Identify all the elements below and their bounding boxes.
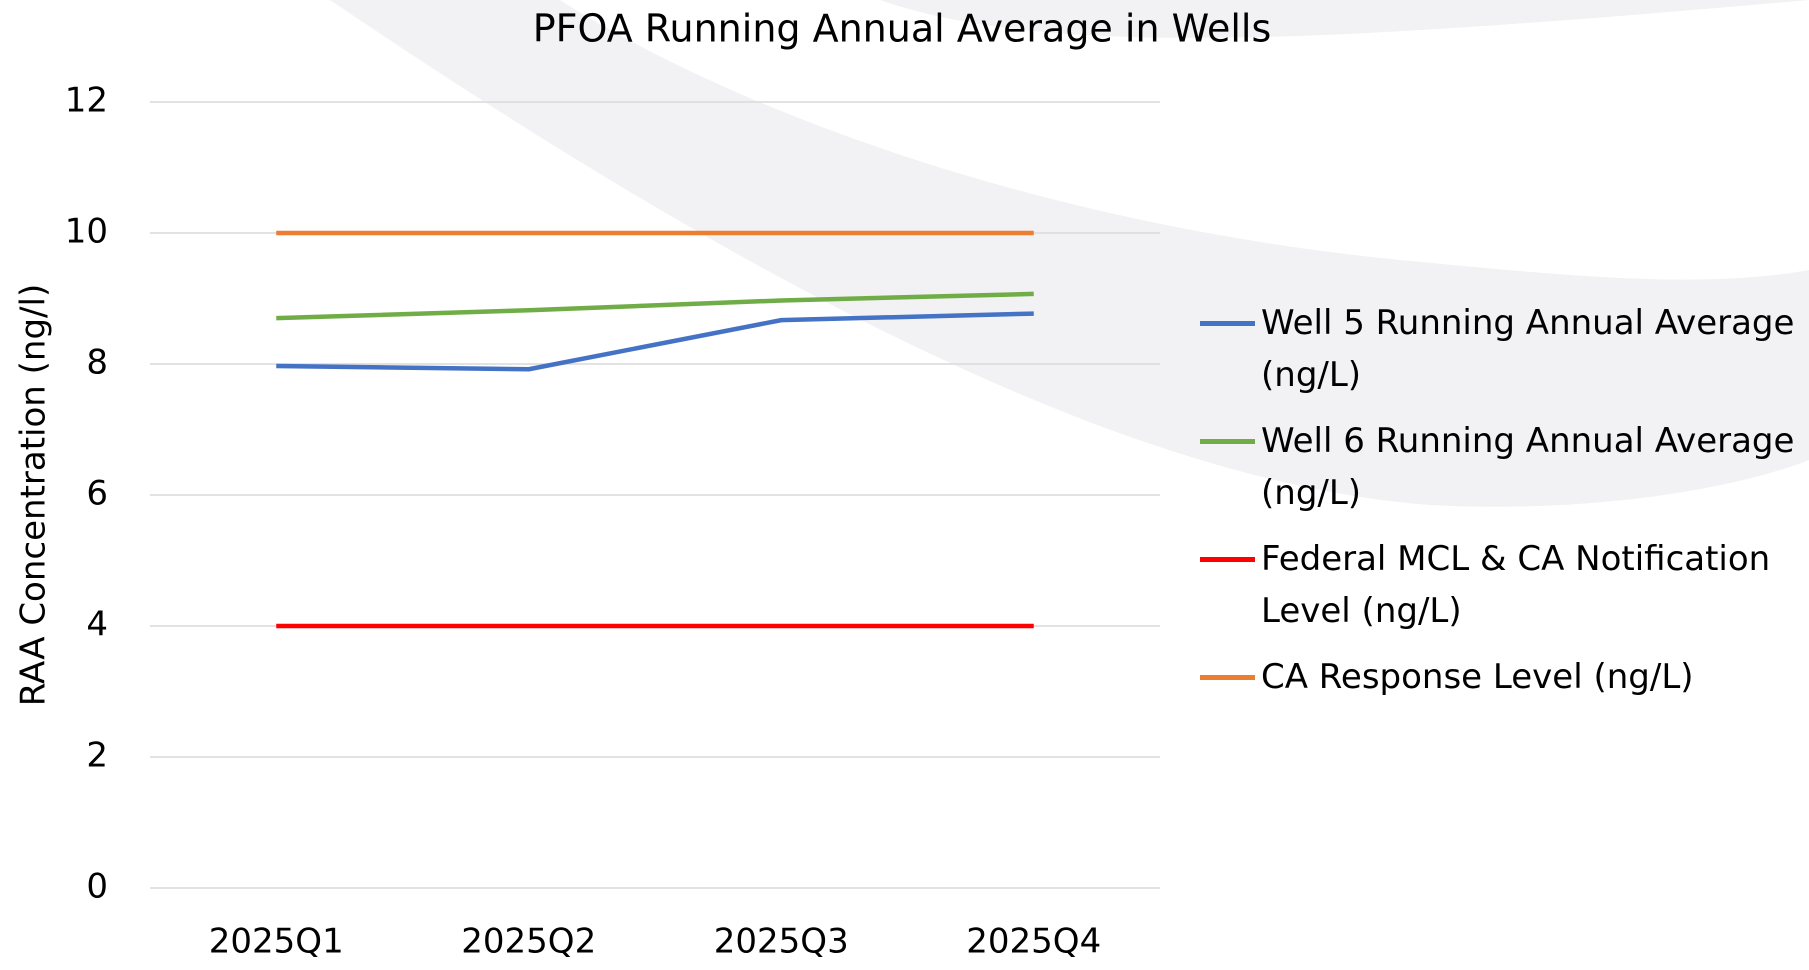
series-line bbox=[276, 291, 1034, 321]
x-tick-label: 2025Q3 bbox=[714, 922, 849, 962]
legend-label: Well 6 Running Annual Average (ng/L) bbox=[1261, 421, 1795, 513]
legend-item: CA Response Level (ng/L) bbox=[1200, 651, 1800, 703]
series-line bbox=[276, 311, 1034, 372]
y-tick-label: 10 bbox=[65, 212, 108, 252]
legend-swatch bbox=[1200, 557, 1255, 562]
y-tick-label: 6 bbox=[86, 474, 108, 514]
x-tick-label: 2025Q4 bbox=[966, 922, 1101, 962]
y-tick-label: 2 bbox=[86, 736, 108, 776]
y-tick-label: 0 bbox=[86, 867, 108, 907]
legend-swatch bbox=[1200, 439, 1255, 444]
chart-title: PFOA Running Annual Average in Wells bbox=[533, 7, 1272, 51]
legend-label: Well 5 Running Annual Average (ng/L) bbox=[1261, 303, 1795, 395]
x-tick-label: 2025Q1 bbox=[209, 922, 344, 962]
legend-item: Well 6 Running Annual Average (ng/L) bbox=[1200, 415, 1800, 519]
legend-swatch bbox=[1200, 675, 1255, 680]
legend-swatch bbox=[1200, 321, 1255, 326]
background-swoosh bbox=[330, 0, 1809, 507]
x-tick-label: 2025Q2 bbox=[461, 922, 596, 962]
legend-item: Federal MCL & CA Notification Level (ng/… bbox=[1200, 533, 1800, 637]
legend-label: CA Response Level (ng/L) bbox=[1261, 657, 1694, 697]
legend-item: Well 5 Running Annual Average (ng/L) bbox=[1200, 297, 1800, 401]
y-tick-label: 8 bbox=[86, 343, 108, 383]
y-axis-label: RAA Concentration (ng/l) bbox=[14, 284, 54, 706]
y-tick-label: 4 bbox=[86, 605, 108, 645]
y-tick-label: 12 bbox=[65, 81, 108, 121]
legend-label: Federal MCL & CA Notification Level (ng/… bbox=[1261, 539, 1771, 631]
